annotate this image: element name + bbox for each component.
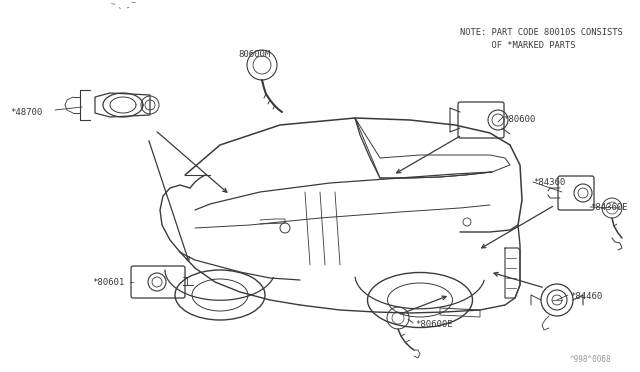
Text: *80600E: *80600E bbox=[415, 320, 452, 329]
Text: *84360E: *84360E bbox=[590, 203, 628, 212]
Text: *84460: *84460 bbox=[570, 292, 602, 301]
Text: *48700: *48700 bbox=[10, 108, 42, 117]
Text: 80600M: 80600M bbox=[238, 50, 270, 59]
Text: *80600: *80600 bbox=[503, 115, 535, 124]
Text: *80601: *80601 bbox=[92, 278, 124, 287]
Text: OF *MARKED PARTS: OF *MARKED PARTS bbox=[460, 41, 575, 50]
Text: *84360: *84360 bbox=[533, 178, 565, 187]
Text: ^998^0068: ^998^0068 bbox=[570, 355, 612, 364]
Text: NOTE: PART CODE 80010S CONSISTS: NOTE: PART CODE 80010S CONSISTS bbox=[460, 28, 623, 37]
